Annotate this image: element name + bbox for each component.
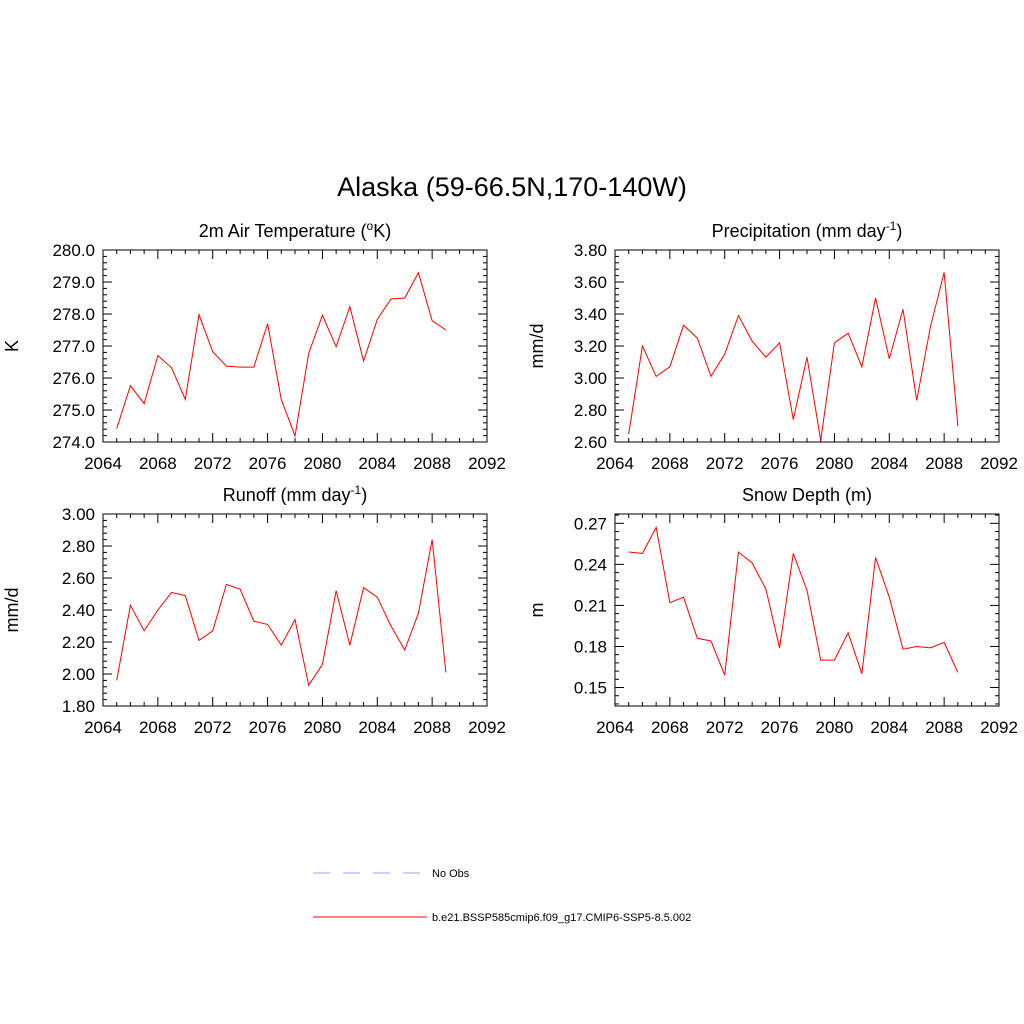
y-tick-label: 3.60 xyxy=(574,273,607,292)
panel-title-superscript: o xyxy=(367,219,374,233)
chart-panel-1: 2m Air Temperature (oK) 2064 2068 2072 2076 2… xyxy=(2,219,506,473)
panel-title-suffix: ) xyxy=(361,485,367,505)
y-tick-label: 0.15 xyxy=(574,679,607,698)
x-tick-label: 2076 xyxy=(761,718,799,737)
x-tick-label: 2064 xyxy=(596,718,634,737)
x-tick-label: 2092 xyxy=(468,718,506,737)
y-tick-label: 2.80 xyxy=(62,537,95,556)
panel-title: Runoff (mm day-1) xyxy=(223,483,367,505)
y-tick-label: 1.80 xyxy=(62,697,95,716)
x-tick-label: 2088 xyxy=(413,718,451,737)
panel-title-text: Precipitation (mm day xyxy=(712,221,886,241)
panel-title-text: 2m Air Temperature ( xyxy=(199,221,367,241)
y-tick-label: 3.40 xyxy=(574,305,607,324)
y-tick-label: 0.24 xyxy=(574,555,607,574)
series-line xyxy=(628,272,959,441)
plot-frame xyxy=(102,513,488,707)
panel-title: 2m Air Temperature (oK) xyxy=(199,219,391,241)
legend-label-2: b.e21.BSSP585cmip6.f09_g17.CMIP6-SSP5-8.… xyxy=(432,912,691,924)
y-tick-label: 276.0 xyxy=(52,369,95,388)
y-tick-label: 2.40 xyxy=(62,601,95,620)
panels: 2m Air Temperature (oK)2064 2068 2072 2076 2… xyxy=(2,219,1018,737)
x-tick-label: 2072 xyxy=(194,718,232,737)
series-line xyxy=(116,539,447,687)
y-tick-label: 3.00 xyxy=(62,505,95,524)
x-tick-label: 2084 xyxy=(870,454,908,473)
x-tick-label: 2064 xyxy=(84,454,122,473)
y-tick-label: 2.00 xyxy=(62,665,95,684)
x-tick-label: 2072 xyxy=(706,454,744,473)
panel-title: Snow Depth (m) xyxy=(742,485,872,505)
chart-panel-3: Runoff (mm day-1) 2064 2068 2072 2076 2080 208… xyxy=(2,483,506,737)
x-tick-label: 2092 xyxy=(980,718,1018,737)
x-tick-label: 2088 xyxy=(925,718,963,737)
series-line xyxy=(628,525,959,676)
x-tick-label: 2072 xyxy=(706,718,744,737)
figure-title: Alaska (59-66.5N,170-140W) xyxy=(337,172,687,202)
legend: No Obs b.e21.BSSP585cmip6.f09_g17.CMIP6-S… xyxy=(313,868,691,924)
y-tick-label: 0.18 xyxy=(574,637,607,656)
panel-title: Precipitation (mm day-1) xyxy=(712,219,903,241)
x-tick-label: 2092 xyxy=(468,454,506,473)
y-axis-label: K xyxy=(2,340,22,352)
x-tick-label: 2084 xyxy=(358,454,396,473)
y-tick-label: 279.0 xyxy=(52,273,95,292)
x-tick-label: 2076 xyxy=(249,718,287,737)
x-tick-label: 2076 xyxy=(761,454,799,473)
plot-frame xyxy=(614,513,1000,707)
y-tick-label: 2.20 xyxy=(62,633,95,652)
y-axis-label: mm/d xyxy=(2,588,22,633)
y-tick-label: 2.60 xyxy=(62,569,95,588)
x-tick-label: 2084 xyxy=(358,718,396,737)
y-tick-label: 0.21 xyxy=(574,596,607,615)
x-tick-label: 2084 xyxy=(870,718,908,737)
y-tick-label: 0.27 xyxy=(574,514,607,533)
chart-panel-4: Snow Depth (m) 2064 2068 2072 2076 2080 2084 20… xyxy=(527,485,1018,737)
y-axis-label: m xyxy=(527,603,547,618)
y-tick-label: 278.0 xyxy=(52,305,95,324)
x-tick-label: 2064 xyxy=(596,454,634,473)
x-tick-label: 2068 xyxy=(651,454,689,473)
x-tick-label: 2080 xyxy=(816,718,854,737)
panel-title-superscript: -1 xyxy=(351,483,362,497)
x-tick-label: 2080 xyxy=(304,454,342,473)
y-tick-label: 3.20 xyxy=(574,337,607,356)
x-tick-label: 2072 xyxy=(194,454,232,473)
x-tick-label: 2088 xyxy=(413,454,451,473)
x-tick-label: 2088 xyxy=(925,454,963,473)
chart-panel-2: Precipitation (mm day-1) 2064 2068 2072 2076… xyxy=(527,219,1018,473)
y-axis-label: mm/d xyxy=(527,324,547,369)
y-tick-label: 2.80 xyxy=(574,401,607,420)
x-tick-label: 2080 xyxy=(816,454,854,473)
y-tick-label: 280.0 xyxy=(52,241,95,260)
y-tick-label: 275.0 xyxy=(52,401,95,420)
x-tick-label: 2068 xyxy=(139,454,177,473)
series-line xyxy=(116,271,447,438)
legend-label-1: No Obs xyxy=(432,868,470,880)
x-tick-label: 2076 xyxy=(249,454,287,473)
plot-frame xyxy=(614,249,1000,443)
y-tick-label: 277.0 xyxy=(52,337,95,356)
y-tick-label: 274.0 xyxy=(52,433,95,452)
plot-frame xyxy=(102,249,488,443)
x-tick-label: 2092 xyxy=(980,454,1018,473)
y-tick-label: 3.80 xyxy=(574,241,607,260)
x-tick-label: 2068 xyxy=(651,718,689,737)
y-tick-label: 2.60 xyxy=(574,433,607,452)
panel-title-suffix: K) xyxy=(373,221,391,241)
x-tick-label: 2080 xyxy=(304,718,342,737)
panel-title-text: Snow Depth (m) xyxy=(742,485,872,505)
panel-title-suffix: ) xyxy=(896,221,902,241)
panel-title-superscript: -1 xyxy=(886,219,897,233)
y-tick-label: 3.00 xyxy=(574,369,607,388)
panel-title-text: Runoff (mm day xyxy=(223,485,351,505)
x-tick-label: 2064 xyxy=(84,718,122,737)
x-tick-label: 2068 xyxy=(139,718,177,737)
